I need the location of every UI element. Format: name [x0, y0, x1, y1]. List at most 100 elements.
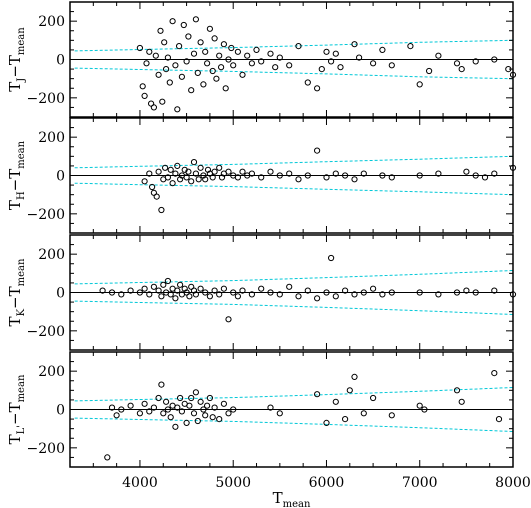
- data-point: [206, 293, 213, 300]
- data-point: [143, 60, 150, 67]
- data-point: [136, 410, 143, 417]
- data-point: [200, 406, 207, 413]
- upper-envelope-line: [74, 155, 514, 169]
- data-point: [323, 289, 330, 296]
- data-point: [190, 410, 198, 417]
- data-point: [453, 289, 461, 296]
- data-point: [495, 416, 503, 423]
- data-point: [204, 60, 211, 67]
- data-point: [174, 404, 181, 411]
- data-point: [370, 285, 377, 292]
- y-tick-label: −200: [27, 324, 65, 340]
- data-point: [152, 52, 159, 59]
- data-point: [194, 69, 201, 77]
- data-point: [234, 293, 241, 300]
- data-points: [99, 254, 517, 323]
- x-tick-label: 8000: [495, 475, 531, 491]
- data-point: [209, 414, 216, 421]
- data-point: [314, 295, 321, 302]
- data-point: [209, 67, 216, 75]
- data-point: [183, 174, 190, 181]
- data-point: [295, 176, 302, 183]
- data-point: [160, 281, 167, 288]
- data-point: [360, 410, 367, 417]
- data-point: [435, 52, 442, 59]
- data-point: [220, 285, 227, 292]
- data-point: [141, 285, 148, 292]
- data-point: [416, 289, 423, 296]
- data-point: [204, 402, 211, 409]
- y-tick-label: 200: [38, 247, 65, 263]
- data-point: [453, 387, 461, 394]
- data-point: [342, 416, 349, 423]
- y-axis-label: TL'−Tmean: [6, 374, 27, 444]
- data-point: [225, 316, 232, 323]
- data-point: [351, 291, 358, 298]
- data-point: [127, 287, 134, 294]
- y-tick-label: −200: [27, 441, 65, 457]
- data-point: [155, 287, 162, 294]
- data-point: [118, 291, 125, 298]
- y-tick-label: −200: [27, 91, 65, 107]
- data-point: [407, 43, 414, 50]
- data-point: [258, 285, 265, 292]
- data-point: [172, 62, 179, 69]
- data-point: [356, 54, 363, 61]
- data-point: [164, 406, 171, 413]
- upper-envelope-line: [74, 387, 514, 402]
- data-point: [351, 176, 358, 183]
- data-point: [328, 58, 335, 65]
- data-point: [158, 381, 165, 388]
- data-point: [146, 170, 153, 177]
- data-point: [426, 67, 433, 75]
- x-axis-label: Tmean: [273, 489, 311, 508]
- data-point: [197, 285, 204, 292]
- data-point: [108, 289, 116, 296]
- data-points: [136, 16, 517, 113]
- data-point: [379, 172, 386, 179]
- data-point: [388, 174, 395, 181]
- data-point: [388, 289, 395, 296]
- data-point: [379, 46, 386, 54]
- data-point: [276, 172, 283, 179]
- data-point: [146, 48, 153, 55]
- data-point: [136, 289, 143, 296]
- data-point: [211, 287, 218, 294]
- data-point: [230, 62, 237, 69]
- data-point: [172, 170, 179, 177]
- y-tick-label: 0: [56, 169, 65, 185]
- data-point: [225, 168, 232, 175]
- data-point: [169, 18, 176, 25]
- data-point: [239, 287, 246, 294]
- data-point: [213, 75, 220, 82]
- data-point: [220, 400, 227, 407]
- data-point: [197, 398, 204, 405]
- data-point: [172, 295, 179, 302]
- data-point: [248, 291, 255, 298]
- data-point: [295, 43, 302, 50]
- data-point: [491, 370, 498, 377]
- data-point: [202, 176, 209, 183]
- data-point: [178, 408, 185, 415]
- data-point: [118, 406, 125, 413]
- data-point: [332, 170, 339, 177]
- y-axis-label: TJ−Tmean: [6, 27, 27, 92]
- x-tick-label: 6000: [309, 475, 345, 491]
- data-point: [267, 50, 274, 57]
- data-point: [323, 48, 330, 55]
- data-point: [234, 174, 241, 181]
- data-point: [146, 408, 153, 415]
- y-axis-label: TK−Tmean: [6, 258, 27, 326]
- data-point: [186, 402, 193, 409]
- panels: 2000−200TJ−Tmean2000−200TH−Tmean2000−200…: [6, 1, 517, 468]
- upper-envelope-line: [74, 270, 514, 285]
- data-point: [216, 416, 223, 423]
- data-point: [248, 170, 255, 177]
- data-point: [197, 164, 204, 171]
- data-point: [149, 183, 156, 191]
- data-point: [328, 254, 335, 262]
- data-point: [379, 291, 386, 298]
- data-point: [192, 389, 199, 396]
